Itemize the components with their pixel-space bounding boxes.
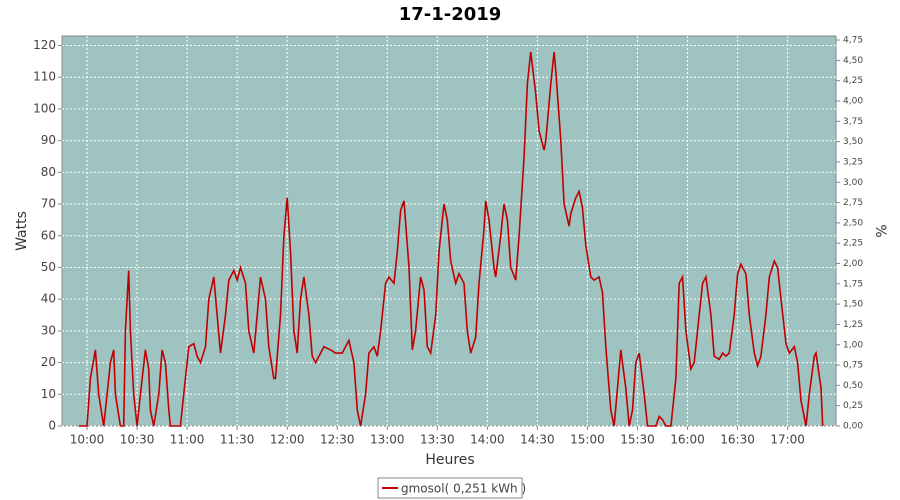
y2-tick-label: 2,50 (843, 218, 863, 228)
y2-tick-label: 1,00 (843, 340, 863, 350)
data-line (78, 51, 824, 427)
y-tick-label: 120 (33, 38, 56, 52)
x-tick-label: 11:00 (170, 433, 205, 447)
y2-tick-label: 4,50 (843, 56, 863, 66)
y-tick-label: 100 (33, 101, 56, 115)
x-tick-label: 10:00 (70, 433, 105, 447)
y2-tick-label: 1,75 (843, 279, 863, 289)
y2-tick-label: 1,25 (843, 320, 863, 330)
x-axis-label: Heures (425, 452, 474, 468)
y2-tick-label: 4,25 (843, 76, 863, 86)
y-axis-label: Watts (14, 211, 30, 251)
x-tick-label: 16:30 (720, 433, 755, 447)
y2-tick-label: 4,00 (843, 97, 863, 107)
x-tick-label: 12:30 (320, 433, 355, 447)
y-tick-label: 90 (41, 133, 56, 147)
y2-tick-label: 2,25 (843, 239, 863, 249)
y-tick-label: 110 (33, 70, 56, 84)
y-tick-label: 0 (48, 419, 56, 433)
x-tick-label: 17:00 (770, 433, 805, 447)
x-tick-label: 14:30 (520, 433, 555, 447)
chart-title: 17-1-2019 (399, 4, 502, 25)
y-tick-label: 70 (41, 197, 56, 211)
legend-label: gmosol( 0,251 kWh ) (401, 482, 526, 496)
y2-axis-label: % (872, 224, 888, 237)
y2-tick-label: 0,25 (843, 401, 863, 411)
y2-tick-label: 0,75 (843, 361, 863, 371)
y-tick-label: 20 (41, 355, 56, 369)
y-tick-label: 50 (41, 260, 56, 274)
y2-tick-label: 0,50 (843, 381, 863, 391)
y-tick-label: 40 (41, 292, 56, 306)
x-tick-label: 16:00 (670, 433, 705, 447)
legend-box (377, 477, 523, 499)
x-tick-label: 13:30 (420, 433, 455, 447)
y2-tick-label: 1,50 (843, 300, 863, 310)
y-tick-label: 10 (41, 387, 56, 401)
y2-tick-label: 3,50 (843, 137, 863, 147)
y2-tick-label: 3,00 (843, 178, 863, 188)
x-tick-label: 10:30 (120, 433, 155, 447)
x-tick-label: 14:00 (470, 433, 505, 447)
y2-tick-label: 0,00 (843, 422, 863, 432)
x-tick-label: 11:30 (220, 433, 255, 447)
x-tick-label: 15:30 (620, 433, 655, 447)
y2-tick-label: 4,75 (843, 36, 863, 46)
y2-tick-label: 3,25 (843, 157, 863, 167)
x-tick-label: 15:00 (570, 433, 605, 447)
x-tick-label: 12:00 (270, 433, 305, 447)
y-tick-label: 60 (41, 228, 56, 242)
y2-tick-label: 2,75 (843, 198, 863, 208)
y2-tick-label: 2,00 (843, 259, 863, 269)
x-tick-label: 13:00 (370, 433, 405, 447)
y2-tick-label: 3,75 (843, 117, 863, 127)
y-tick-label: 80 (41, 165, 56, 179)
y-tick-label: 30 (41, 323, 56, 337)
